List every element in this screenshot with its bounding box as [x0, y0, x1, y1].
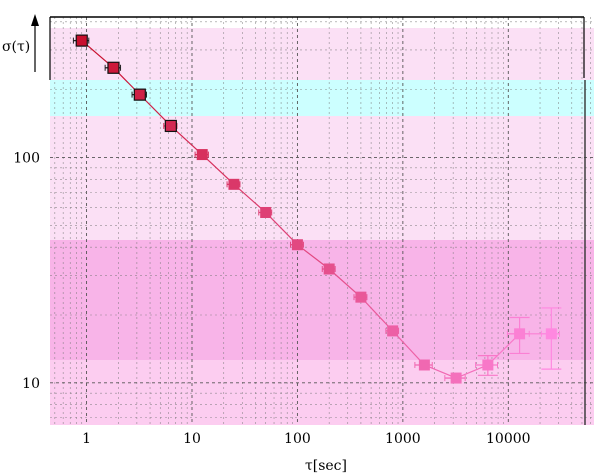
band-bottom — [50, 360, 594, 425]
x-tick-label: 1 — [82, 431, 91, 447]
data-point — [514, 328, 526, 340]
data-point — [133, 88, 146, 101]
data-point — [450, 372, 462, 384]
y-axis-arrow — [31, 14, 39, 72]
data-point — [164, 119, 177, 133]
x-tick-label: 1000 — [385, 431, 421, 447]
tick-labels: 1 10 100 1000 10000 10 100 — [13, 150, 530, 447]
y-tick-label: 100 — [13, 150, 40, 166]
y-axis-label: σ(τ) — [2, 39, 30, 55]
x-tick-label: 10000 — [486, 431, 531, 447]
data-point — [75, 34, 88, 47]
background-bands — [50, 28, 594, 425]
data-point — [196, 149, 208, 161]
data-markers — [75, 34, 557, 384]
data-point — [418, 359, 430, 371]
data-point — [355, 291, 367, 303]
x-tick-label: 100 — [284, 431, 311, 447]
data-point — [228, 178, 240, 190]
band-top — [50, 28, 594, 80]
data-point — [323, 263, 335, 275]
plot-frame — [49, 16, 586, 425]
x-tick-label: 10 — [183, 431, 201, 447]
data-point — [107, 61, 120, 74]
grid — [50, 17, 594, 425]
data-point — [482, 359, 494, 371]
series-segment — [392, 330, 425, 366]
data-point — [260, 206, 272, 218]
band-upper — [50, 116, 594, 240]
band-middle — [50, 240, 594, 360]
band-cyan — [50, 80, 594, 116]
data-point — [387, 325, 399, 337]
data-point — [291, 239, 303, 251]
data-point — [545, 328, 557, 340]
x-axis-label: τ[sec] — [305, 458, 347, 474]
series-segment — [360, 296, 394, 332]
y-tick-label: 10 — [22, 376, 40, 392]
